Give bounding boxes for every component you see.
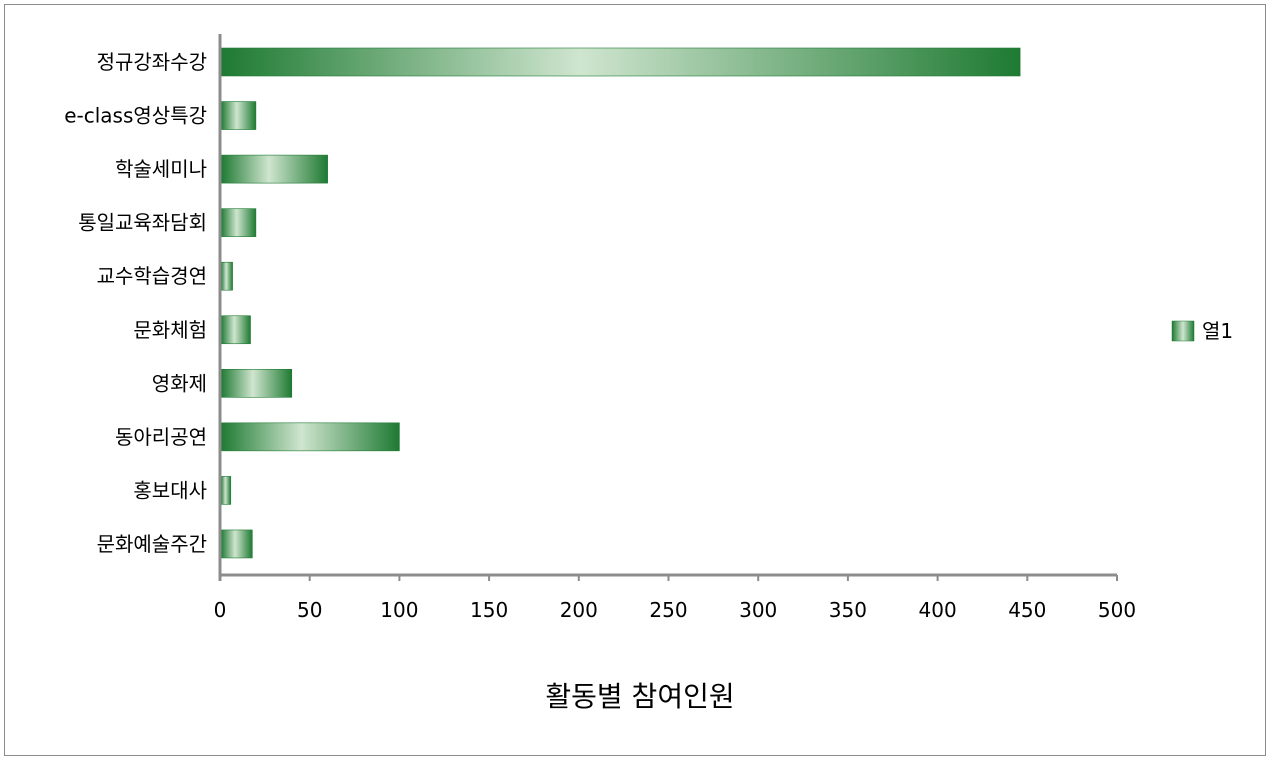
x-tick-label: 450 <box>1008 598 1046 622</box>
category-label: 영화제 <box>152 371 207 395</box>
legend-swatch <box>1171 320 1195 342</box>
x-tick-label: 350 <box>829 598 867 622</box>
bar <box>220 476 232 505</box>
bar <box>220 368 293 398</box>
axes-group <box>218 34 1118 581</box>
category-label: 교수학습경연 <box>97 264 207 288</box>
x-tick-label: 500 <box>1098 598 1136 622</box>
bar <box>220 422 400 452</box>
x-tick-label: 100 <box>380 598 418 622</box>
bar <box>220 315 251 345</box>
x-axis-title: 활동별 참여인원 <box>545 680 734 713</box>
bar <box>220 208 257 237</box>
category-label: 학술세미나 <box>115 157 207 181</box>
x-tick-label: 250 <box>649 598 687 622</box>
x-tick-label: 150 <box>470 598 508 622</box>
category-label: 통일교육좌담회 <box>78 211 207 235</box>
x-tick-labels: 0 50 100 150 200 250 300 350 400 450 500 <box>214 598 1136 622</box>
category-label: 문화예술주간 <box>97 532 207 556</box>
legend: 열1 <box>1171 319 1233 343</box>
bar <box>220 154 328 184</box>
x-tick-label: 0 <box>214 598 227 622</box>
x-tick-label: 400 <box>919 598 957 622</box>
x-tick-label: 200 <box>560 598 598 622</box>
bar <box>220 529 253 559</box>
category-label: e-class영상특강 <box>64 104 207 128</box>
bars-group <box>220 47 1021 559</box>
category-label: 홍보대사 <box>133 478 207 502</box>
category-label: 문화체험 <box>133 318 207 342</box>
chart-frame <box>4 4 1266 756</box>
category-label: 동아리공연 <box>115 425 207 449</box>
bar <box>220 261 233 291</box>
bar <box>220 101 257 130</box>
legend-label: 열1 <box>1202 319 1233 343</box>
category-label: 정규강좌수강 <box>97 50 207 74</box>
x-tick-label: 50 <box>297 598 322 622</box>
bar <box>220 47 1021 77</box>
category-labels: 정규강좌수강 e-class영상특강학술세미나통일교육좌담회교수학습경연문화체험영… <box>64 50 207 556</box>
x-tick-label: 300 <box>739 598 777 622</box>
